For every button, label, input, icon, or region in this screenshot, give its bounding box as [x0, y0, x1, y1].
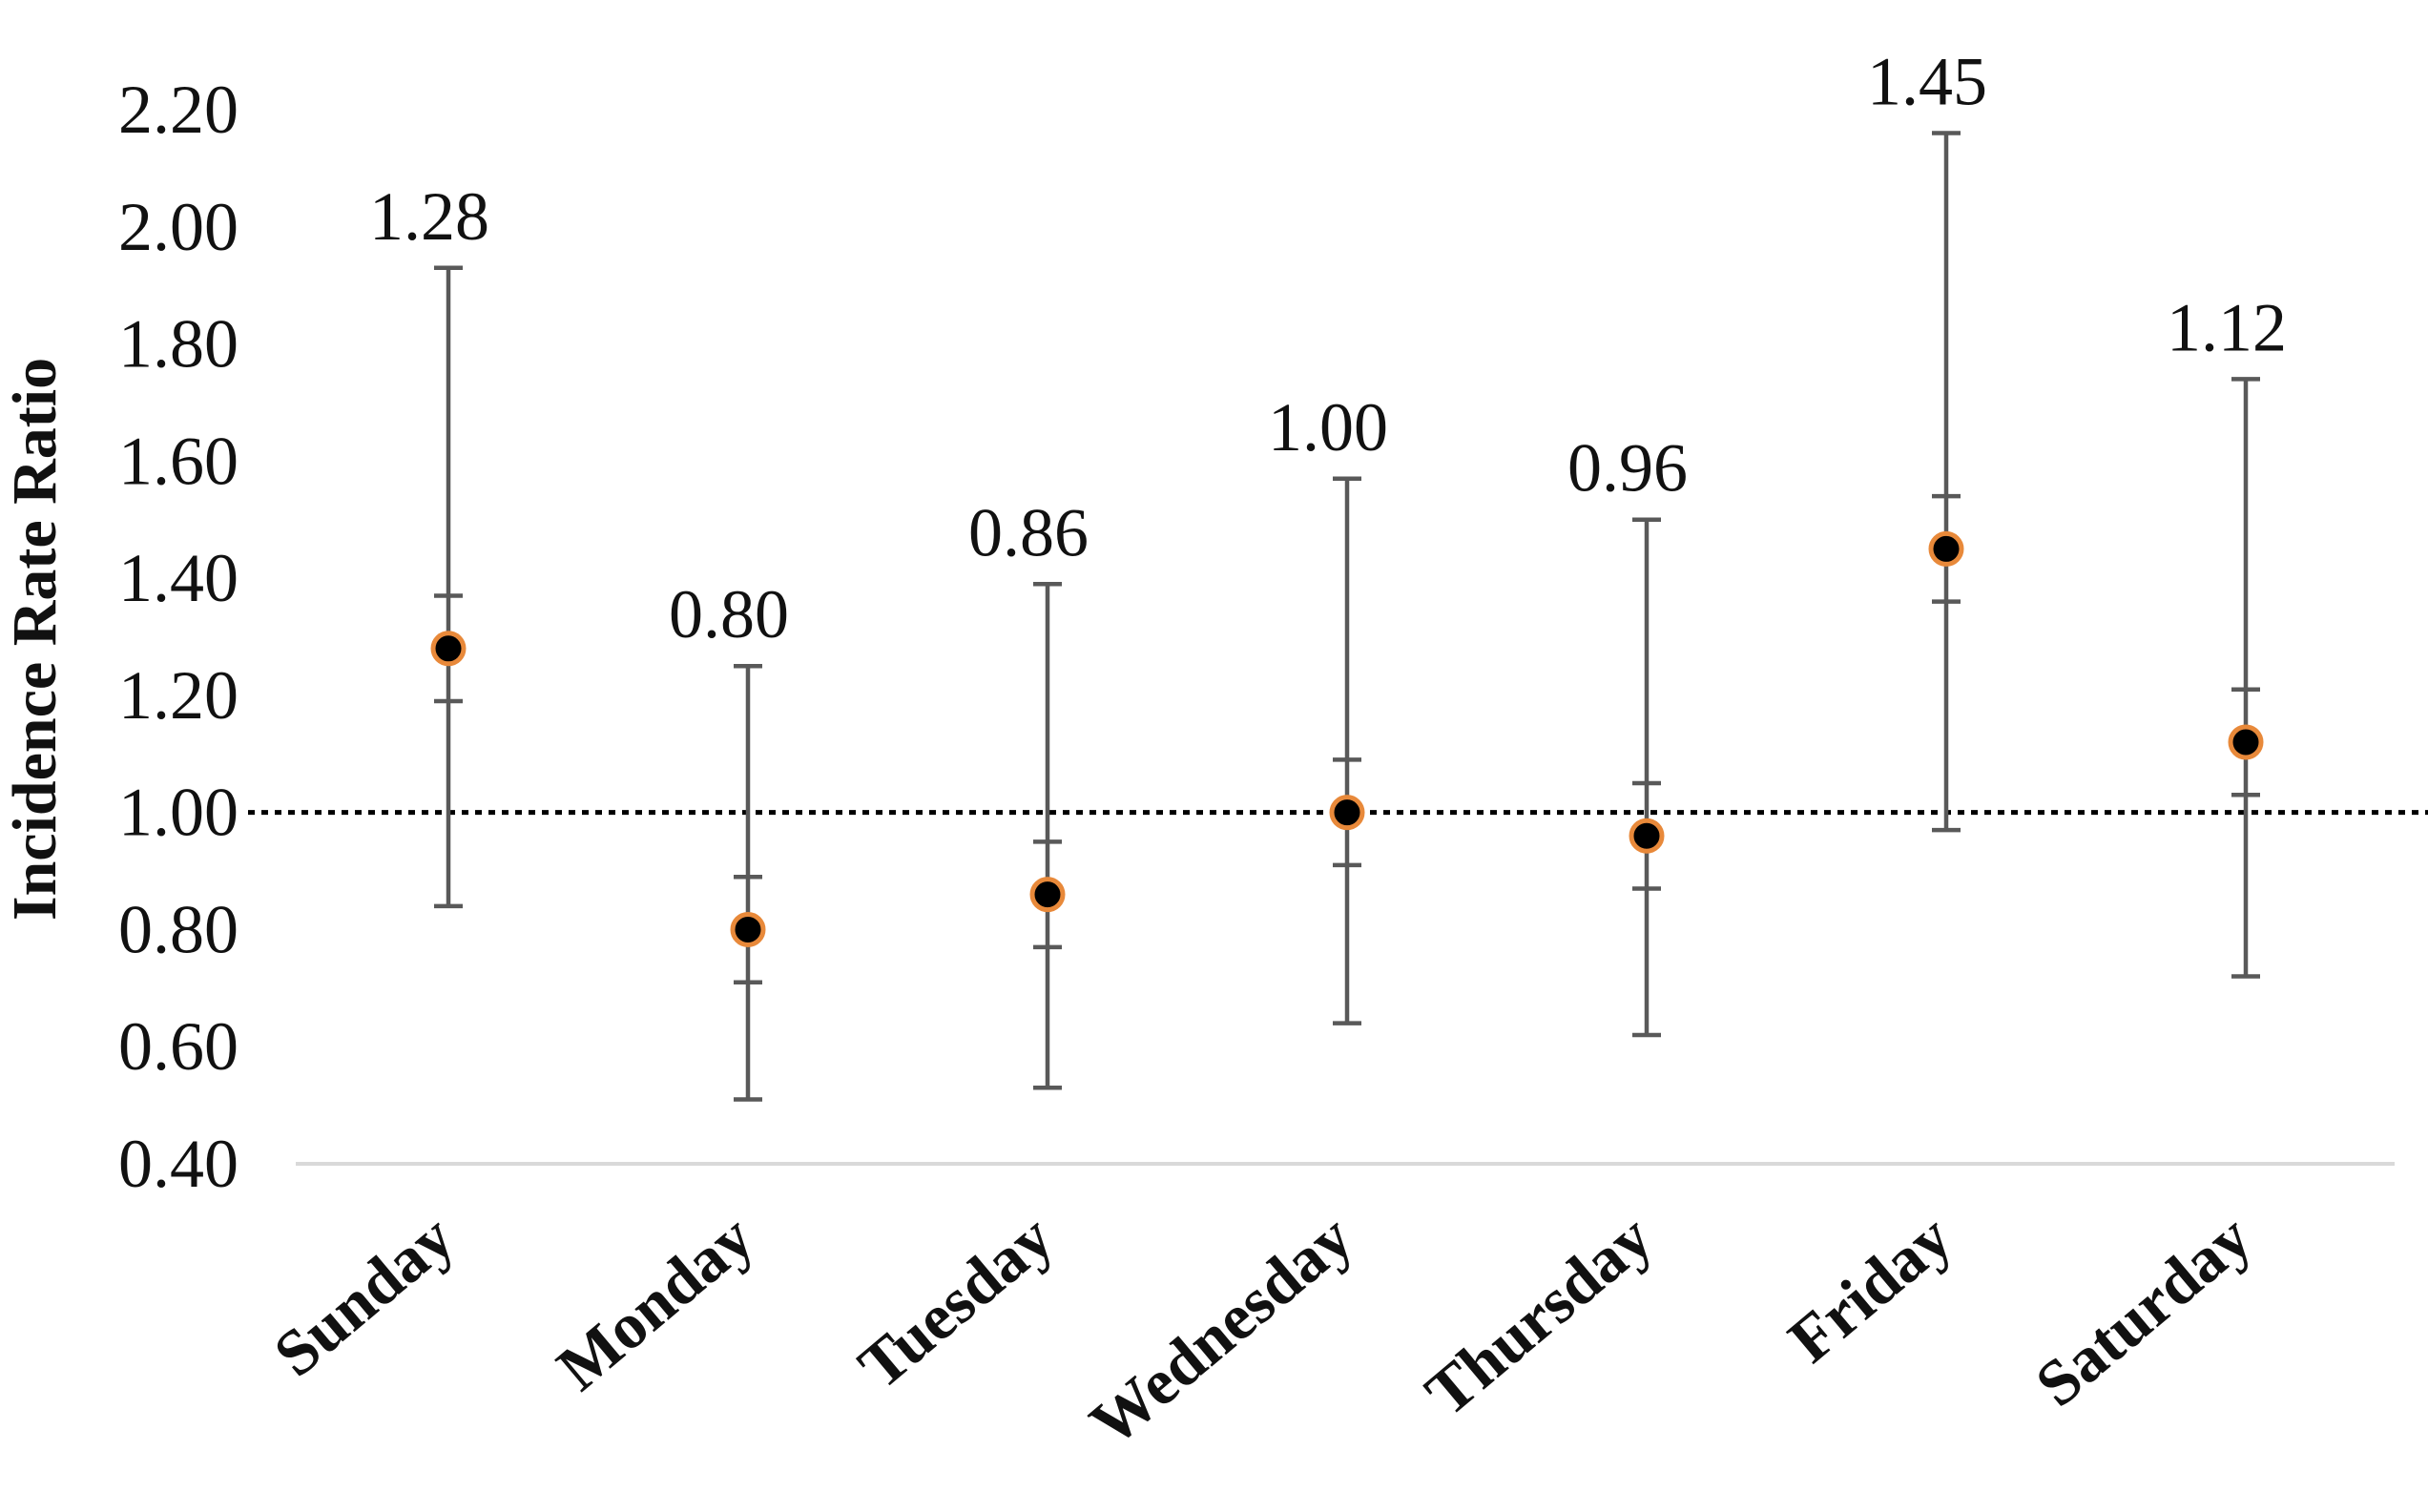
- category-label: Saturday: [2022, 1200, 2264, 1420]
- y-tick-label: 1.20: [118, 657, 239, 734]
- category-label: Tuesday: [844, 1200, 1066, 1402]
- data-point: [1928, 530, 1964, 567]
- y-tick-label: 0.60: [118, 1008, 239, 1085]
- value-label: 0.96: [1567, 430, 1688, 507]
- y-tick-label: 2.00: [118, 189, 239, 265]
- category-labels: Sunday Monday Tuesday Wednesday Thursday Frid…: [260, 1200, 2265, 1460]
- value-label: 1.00: [1268, 389, 1388, 466]
- data-point: [1029, 877, 1066, 913]
- error-bars: [434, 131, 2260, 1102]
- value-label: 1.12: [2167, 289, 2287, 365]
- y-axis-title: Incidence Rate Ratio: [0, 358, 70, 921]
- value-labels: 1.28 0.80 0.86 1.00 0.96 1.45 1.12: [369, 44, 2287, 653]
- data-point: [730, 911, 766, 947]
- data-point: [430, 631, 467, 667]
- category-label: Thursday: [1412, 1200, 1666, 1429]
- y-axis: 0.40 0.60 0.80 1.00 1.20 1.40 1.60 1.80 2.00 2.20…: [0, 72, 239, 1202]
- y-tick-label: 0.80: [118, 891, 239, 967]
- category-label: Sunday: [260, 1200, 467, 1390]
- value-label: 1.45: [1867, 44, 1987, 120]
- data-point: [1329, 795, 1365, 831]
- value-label: 0.80: [669, 576, 789, 652]
- data-point: [1629, 818, 1665, 854]
- y-tick-label: 1.80: [118, 306, 239, 383]
- y-tick-labels: 0.40 0.60 0.80 1.00 1.20 1.40 1.60 1.80 2.00 2.20: [118, 72, 239, 1202]
- value-label: 0.86: [968, 494, 1089, 570]
- y-tick-label: 1.00: [118, 775, 239, 851]
- data-points: [430, 530, 2264, 947]
- y-tick-label: 0.40: [118, 1126, 239, 1202]
- category-label: Friday: [1774, 1200, 1964, 1376]
- y-tick-label: 2.20: [118, 72, 239, 148]
- category-label: Monday: [544, 1200, 767, 1404]
- value-label: 1.28: [369, 178, 489, 255]
- y-tick-label: 1.40: [118, 540, 239, 616]
- y-tick-label: 1.60: [118, 423, 239, 499]
- category-label: Wednesday: [1076, 1200, 1366, 1460]
- data-point: [2228, 724, 2264, 760]
